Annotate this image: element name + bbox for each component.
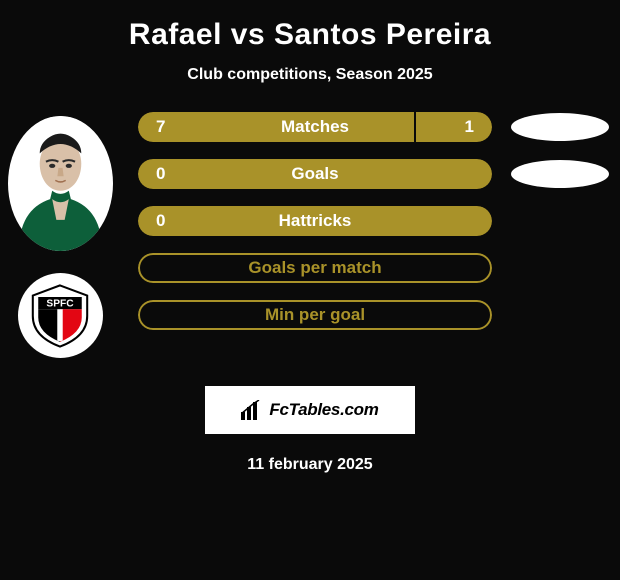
bar-label: Goals [138, 164, 492, 184]
right-slot [511, 159, 609, 189]
stat-bar-min-per-goal: Min per goal [138, 300, 492, 330]
brand-text: FcTables.com [269, 400, 378, 420]
player-avatar [8, 116, 113, 251]
stat-bar-goals-per-match: Goals per match [138, 253, 492, 283]
stats-bars: 71Matches 0Goals 0Hattricks Goals per match… [120, 112, 500, 330]
left-column: SPFC [0, 112, 120, 358]
svg-text:SPFC: SPFC [46, 298, 74, 309]
club-badge: SPFC [18, 273, 103, 358]
opponent-ellipse [511, 160, 609, 188]
page-title: Rafael vs Santos Pereira [129, 18, 491, 52]
stat-bar-hattricks: 0Hattricks [138, 206, 492, 236]
bar-label: Hattricks [138, 211, 492, 231]
logo-icon [241, 400, 263, 420]
page-subtitle: Club competitions, Season 2025 [187, 66, 432, 84]
badge-icon: SPFC [26, 282, 94, 350]
right-slot [511, 112, 609, 142]
content-row: SPFC 71Matches 0Goals 0Hattricks Goals per … [0, 112, 620, 358]
bar-label: Goals per match [138, 258, 492, 278]
opponent-ellipse [511, 113, 609, 141]
avatar-icon [8, 116, 113, 251]
stat-bar-matches: 71Matches [138, 112, 492, 142]
right-column [500, 112, 620, 330]
infographic-root: Rafael vs Santos Pereira Club competitio… [0, 0, 620, 474]
stat-bar-goals: 0Goals [138, 159, 492, 189]
bar-label: Min per goal [138, 305, 492, 325]
date-label: 11 february 2025 [247, 456, 372, 474]
brand-footer: FcTables.com [205, 386, 415, 434]
bar-label: Matches [138, 117, 492, 137]
